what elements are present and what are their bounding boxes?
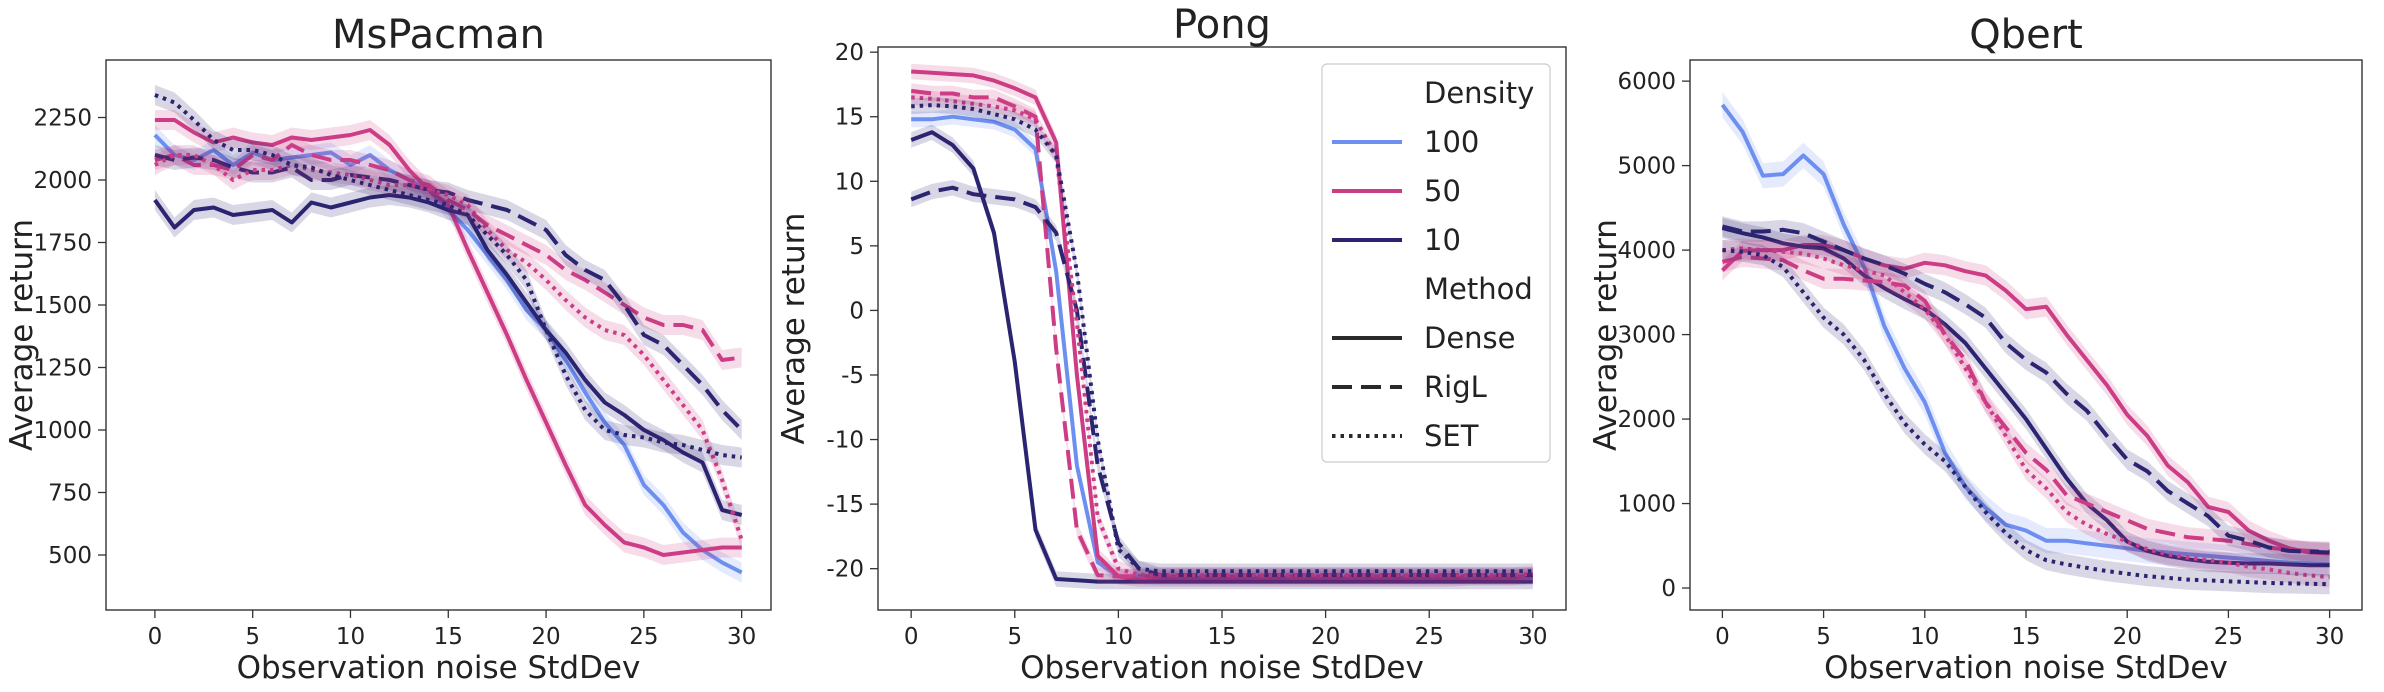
plot-area	[1720, 92, 2330, 595]
y-tick-label: 2000	[33, 168, 92, 194]
y-tick-label: 1750	[33, 231, 92, 257]
plot-area	[910, 63, 1534, 590]
x-tick-label: 30	[1518, 624, 1547, 650]
series-line-set-10	[911, 103, 1533, 574]
confidence-band-set-10	[154, 85, 742, 468]
y-tick-label: 2250	[33, 106, 92, 132]
axes-frame	[1689, 59, 2363, 611]
y-tick-label: 10	[835, 169, 864, 195]
y-tick-label: 0	[849, 298, 864, 324]
y-tick-label: -5	[841, 363, 864, 389]
y-axis-label: Average return	[1588, 219, 1624, 451]
chart-title: Pong	[1173, 2, 1271, 48]
x-tick-label: 5	[1816, 624, 1831, 650]
x-tick-label: 25	[2214, 624, 2243, 650]
legend-entry-label: 100	[1424, 125, 1479, 159]
x-tick-label: 30	[2315, 624, 2344, 650]
series-line-dense-10	[910, 130, 1533, 584]
x-tick-label: 20	[531, 624, 560, 650]
y-tick-label: 2000	[1617, 407, 1676, 433]
legend-entry-label: Dense	[1424, 321, 1516, 355]
confidence-band-dense-100	[154, 125, 742, 583]
series-line-dense-50	[1721, 243, 2330, 556]
y-tick-label: -10	[826, 428, 864, 454]
y-tick-label: 0	[1661, 576, 1676, 602]
series-line-rigl-50	[1721, 254, 2330, 554]
plot-area	[153, 85, 744, 583]
confidence-band-dense-50	[1722, 234, 2330, 564]
x-tick-label: 25	[629, 624, 658, 650]
x-tick-label: 5	[1007, 624, 1022, 650]
y-axis-label: Average return	[776, 213, 812, 445]
x-tick-label: 0	[904, 624, 919, 650]
x-tick-label: 10	[336, 624, 365, 650]
x-tick-label: 10	[1104, 624, 1133, 650]
x-tick-label: 0	[1715, 624, 1730, 650]
legend: Density 100 50 10 Method Dense RigL SET	[1321, 63, 1551, 463]
series-line-rigl-10	[154, 153, 744, 432]
chart-panel-qbert: Qbert 0 5 10 15 20 25 30 0 1000 2000 3000 4000 5000 60…	[1588, 12, 2363, 686]
axes-frame	[877, 46, 1567, 611]
legend-entry-label: RigL	[1424, 370, 1487, 404]
legend-entry-label: 50	[1424, 174, 1461, 208]
series-line-rigl-50	[154, 143, 742, 362]
legend-entry-label: 10	[1424, 223, 1461, 257]
legend-section-title: Density	[1424, 76, 1534, 110]
series-line-rigl-10	[1721, 224, 2330, 555]
series-line-rigl-50	[910, 88, 1533, 579]
legend-entry-label: SET	[1424, 419, 1479, 453]
y-tick-label: 500	[48, 543, 92, 569]
confidence-band-dense-10	[154, 185, 742, 525]
x-tick-label: 15	[1207, 624, 1236, 650]
x-tick-label: 15	[2011, 624, 2040, 650]
x-tick-label: 15	[434, 624, 463, 650]
confidence-band-set-10	[911, 97, 1533, 580]
y-tick-label: -20	[826, 557, 864, 583]
series-line-set-10	[1722, 248, 2330, 587]
series-line-dense-50	[154, 118, 742, 557]
chart-title: Qbert	[1969, 12, 2083, 58]
y-tick-label: 1000	[1617, 492, 1676, 518]
x-tick-label: 20	[1311, 624, 1340, 650]
x-tick-label: 0	[148, 624, 163, 650]
series-line-set-50	[1722, 246, 2330, 580]
y-tick-label: 750	[48, 481, 92, 507]
confidence-band-set-10	[1722, 240, 2330, 595]
chart-title: MsPacman	[332, 12, 545, 58]
y-tick-label: 1250	[33, 356, 92, 382]
y-tick-label: 5	[849, 234, 864, 260]
series-line-dense-10	[153, 193, 743, 517]
series-line-set-50	[911, 95, 1533, 578]
y-tick-label: 15	[835, 105, 864, 131]
y-tick-label: 4000	[1617, 238, 1676, 264]
legend-section-title: Method	[1424, 272, 1533, 306]
axes-frame	[105, 59, 772, 611]
x-tick-label: 25	[1415, 624, 1444, 650]
series-line-dense-100	[1720, 103, 2330, 567]
x-tick-label: 20	[2113, 624, 2142, 650]
x-tick-label: 30	[727, 624, 756, 650]
x-axis-label: Observation noise StdDev	[1020, 650, 1424, 686]
y-tick-label: 3000	[1617, 323, 1676, 349]
y-axis-label: Average return	[4, 219, 40, 451]
series-line-rigl-10	[910, 185, 1533, 578]
x-axis-label: Observation noise StdDev	[1824, 650, 2228, 686]
chart-panel-mspacman: MsPacman 0 5 10 15 20 25 30 500 750 1000 1250 1500 17…	[4, 12, 772, 686]
y-tick-label: -15	[826, 492, 864, 518]
y-tick-label: 1000	[33, 418, 92, 444]
y-tick-label: 5000	[1617, 154, 1676, 180]
series-line-dense-50	[911, 69, 1534, 581]
y-tick-label: 6000	[1617, 69, 1676, 95]
legend-box	[1321, 63, 1551, 463]
y-tick-label: 20	[835, 40, 864, 66]
x-tick-label: 5	[245, 624, 260, 650]
x-axis-label: Observation noise StdDev	[237, 650, 641, 686]
y-tick-label: 1500	[33, 293, 92, 319]
x-tick-label: 10	[1910, 624, 1939, 650]
